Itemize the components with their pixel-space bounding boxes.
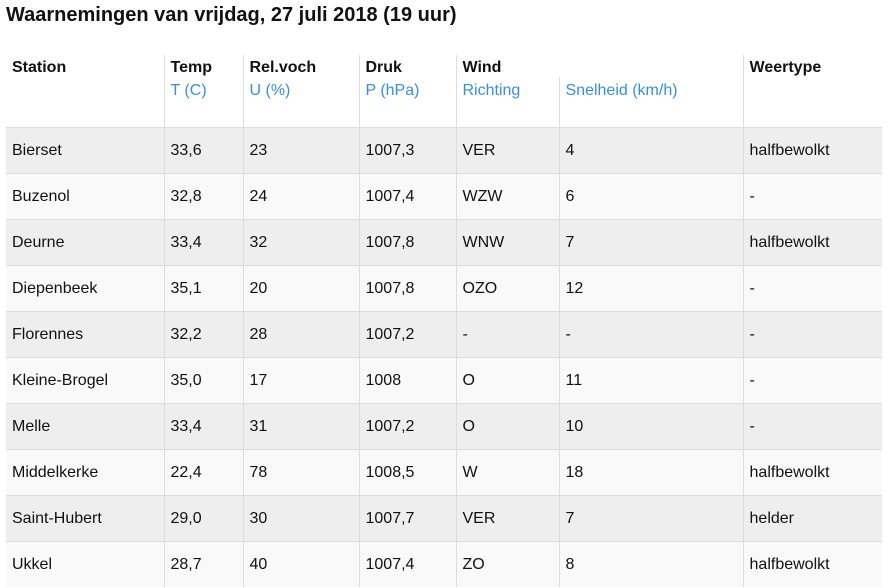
cell-weertype: - (743, 403, 883, 450)
cell-temp: 22,4 (164, 449, 244, 496)
cell-richting: WZW (456, 173, 560, 220)
cell-temp: 29,0 (164, 495, 244, 542)
cell-rv: 28 (243, 311, 360, 358)
cell-rv: 20 (243, 265, 360, 312)
cell-rv: 23 (243, 127, 360, 174)
cell-rv: 32 (243, 219, 360, 266)
table-row: Saint-Hubert 29,0 30 1007,7 VER 7 helder (6, 495, 883, 542)
cell-druk: 1007,8 (359, 265, 457, 312)
cell-richting: ZO (456, 541, 560, 587)
cell-weertype: - (743, 265, 883, 312)
cell-station: Middelkerke (6, 449, 165, 496)
cell-snelheid: 11 (559, 357, 744, 404)
table-row: Kleine-Brogel 35,0 17 1008 O 11- (6, 357, 883, 404)
cell-druk: 1007,4 (359, 173, 457, 220)
cell-snelheid: 7 (559, 219, 744, 266)
header-weertype: Weertype (749, 59, 822, 76)
cell-station: Bierset (6, 127, 165, 174)
page-title: Waarnemingen van vrijdag, 27 juli 2018 (… (6, 4, 457, 26)
cell-weertype: halfbewolkt (743, 449, 883, 496)
cell-richting: - (456, 311, 560, 358)
header-relvoch-unit: U (%) (243, 77, 360, 128)
header-weertype-sub (743, 77, 883, 128)
cell-station: Florennes (6, 311, 165, 358)
cell-snelheid: 7 (559, 495, 744, 542)
table-row: Middelkerke 22,4 78 1008,5 W 18 halfbewolkt (6, 449, 883, 496)
header-druk: Druk (359, 55, 457, 77)
cell-temp: 28,7 (164, 541, 244, 587)
cell-richting: VER (456, 127, 560, 174)
cell-weertype: halfbewolkt (743, 127, 883, 174)
cell-temp: 33,4 (164, 219, 244, 266)
cell-richting: O (456, 403, 560, 450)
cell-station: Diepenbeek (6, 265, 165, 312)
table-row: Buzenol 32,8 24 1007,4 WZW 6- (6, 173, 883, 220)
cell-snelheid: 12 (559, 265, 744, 312)
cell-druk: 1008 (359, 357, 457, 404)
cell-rv: 40 (243, 541, 360, 587)
cell-richting: OZO (456, 265, 560, 312)
table-row: Melle 33,4 31 1007,2 O 10- (6, 403, 883, 450)
cell-richting: W (456, 449, 560, 496)
cell-druk: 1007,7 (359, 495, 457, 542)
header-station-sub (6, 77, 165, 128)
table-row: Florennes 32,2 28 1007,2- - - (6, 311, 883, 358)
cell-druk: 1007,8 (359, 219, 457, 266)
cell-temp: 35,1 (164, 265, 244, 312)
cell-temp: 33,4 (164, 403, 244, 450)
cell-richting: VER (456, 495, 560, 542)
header-wind-snelheid: Snelheid (km/h) (559, 77, 744, 128)
cell-rv: 17 (243, 357, 360, 404)
cell-richting: WNW (456, 219, 560, 266)
cell-station: Buzenol (6, 173, 165, 220)
cell-druk: 1007,2 (359, 403, 457, 450)
cell-temp: 33,6 (164, 127, 244, 174)
cell-rv: 24 (243, 173, 360, 220)
header-temp: Temp (164, 55, 244, 77)
cell-weertype: - (743, 357, 883, 404)
table-row: Ukkel 28,7 40 1007,4 ZO 8 halfbewolkt (6, 541, 883, 587)
cell-richting: O (456, 357, 560, 404)
cell-temp: 32,2 (164, 311, 244, 358)
header-wind-richting: Richting (456, 77, 560, 128)
cell-snelheid: 6 (559, 173, 744, 220)
header-relvoch: Rel.voch (243, 55, 360, 77)
cell-snelheid: 18 (559, 449, 744, 496)
cell-druk: 1007,3 (359, 127, 457, 174)
header-druk-unit: P (hPa) (359, 77, 457, 128)
cell-snelheid: 8 (559, 541, 744, 587)
cell-weertype: halfbewolkt (743, 541, 883, 587)
cell-snelheid: - (559, 311, 744, 358)
table-body: Bierset 33,6 23 1007,3 VER 4 halfbewolkt Buzeno… (6, 127, 883, 587)
cell-temp: 32,8 (164, 173, 244, 220)
cell-temp: 35,0 (164, 357, 244, 404)
cell-weertype: - (743, 311, 883, 358)
cell-druk: 1007,4 (359, 541, 457, 587)
cell-station: Melle (6, 403, 165, 450)
cell-druk: 1008,5 (359, 449, 457, 496)
observations-table: Station Temp Rel.voch Druk Wind Weertype… (6, 55, 883, 587)
cell-rv: 31 (243, 403, 360, 450)
cell-snelheid: 4 (559, 127, 744, 174)
cell-snelheid: 10 (559, 403, 744, 450)
table-header: Station Temp Rel.voch Druk Wind Weertype… (6, 55, 883, 128)
cell-station: Saint-Hubert (6, 495, 165, 542)
cell-rv: 30 (243, 495, 360, 542)
cell-station: Deurne (6, 219, 165, 266)
cell-weertype: helder (743, 495, 883, 542)
cell-druk: 1007,2 (359, 311, 457, 358)
header-temp-unit: T (C) (164, 77, 244, 128)
cell-weertype: halfbewolkt (743, 219, 883, 266)
cell-station: Ukkel (6, 541, 165, 587)
table-row: Diepenbeek 35,1 20 1007,8 OZO 12- (6, 265, 883, 312)
cell-weertype: - (743, 173, 883, 220)
header-station: Station (6, 55, 165, 77)
table-row: Deurne 33,4 32 1007,8 WNW 7 halfbewolkt (6, 219, 883, 266)
table-row: Bierset 33,6 23 1007,3 VER 4 halfbewolkt (6, 127, 883, 174)
cell-station: Kleine-Brogel (6, 357, 165, 404)
header-wind: Wind (456, 55, 744, 77)
cell-rv: 78 (243, 449, 360, 496)
